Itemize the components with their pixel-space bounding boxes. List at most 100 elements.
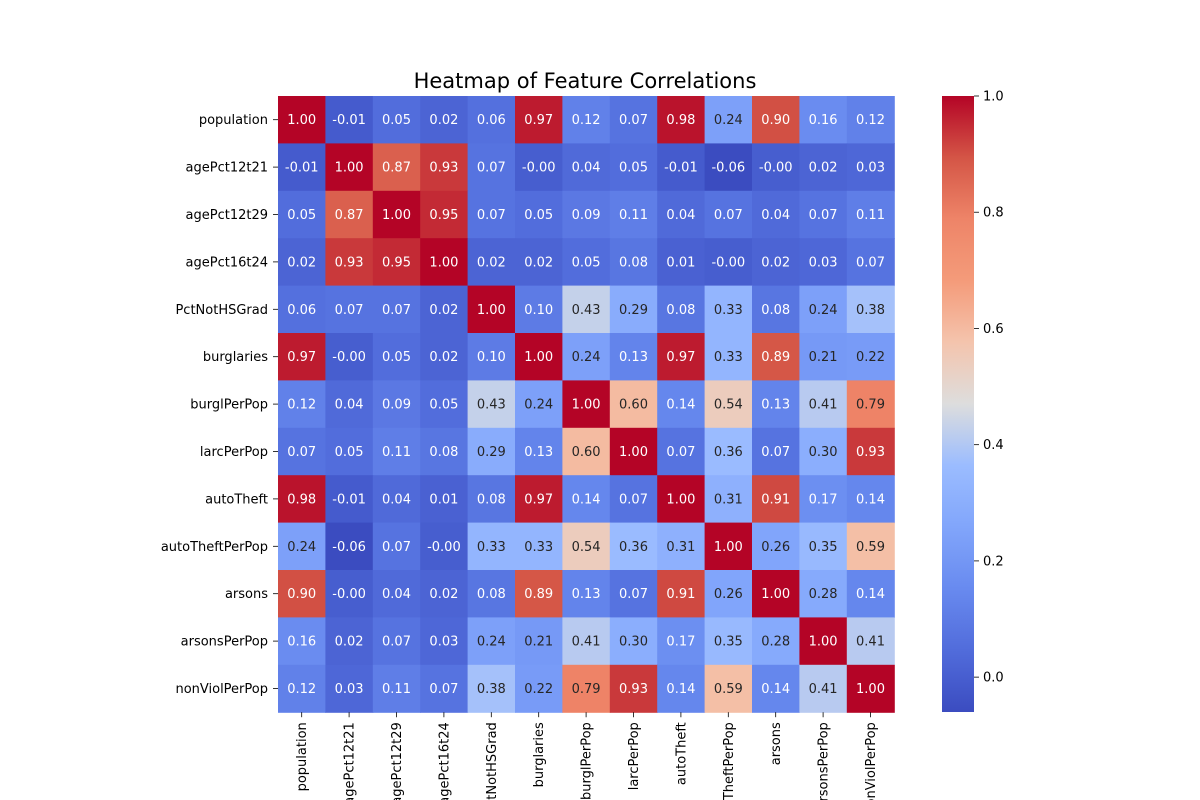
y-tick-label-arsonsPerPop: arsonsPerPop xyxy=(181,635,268,650)
heatmap-cell-burglPerPop-agePct12t29 xyxy=(372,380,421,429)
cell-value-label-agePct12t29-burglaries: 0.05 xyxy=(524,208,553,223)
heatmap-cell-autoTheft-arsonsPerPop xyxy=(799,475,848,524)
cell-value-label-autoTheft-arsonsPerPop: 0.17 xyxy=(809,492,838,507)
heatmap-cell-autoTheft-burglaries xyxy=(515,475,563,524)
heatmap-cell-agePct16t24-arsons xyxy=(752,238,800,287)
heatmap-cell-arsonsPerPop-autoTheftPerPop xyxy=(704,617,753,666)
cell-value-label-PctNotHSGrad-nonViolPerPop: 0.38 xyxy=(856,303,885,318)
x-tick-label-burglPerPop: burglPerPop xyxy=(580,722,595,800)
heatmap-cell-agePct12t29-arsons xyxy=(752,190,800,239)
cell-value-label-agePct12t21-burglaries: -0.00 xyxy=(522,161,556,176)
heatmap-cell-burglPerPop-nonViolPerPop xyxy=(846,380,895,429)
cell-value-label-arsons-agePct12t21: -0.00 xyxy=(332,587,366,602)
heatmap-cell-arsons-population xyxy=(278,570,326,618)
heatmap-cell-population-agePct12t29 xyxy=(372,96,421,144)
y-tick-labels: population agePct12t21 agePct12t29 agePct16… xyxy=(161,113,278,697)
heatmap-cell-population-population xyxy=(278,96,326,144)
heatmap-cell-burglPerPop-autoTheft xyxy=(657,380,706,429)
cell-value-label-agePct12t29-agePct16t24: 0.95 xyxy=(429,208,458,223)
cell-value-label-agePct12t21-agePct12t29: 0.87 xyxy=(382,161,411,176)
cell-value-label-nonViolPerPop-burglPerPop: 0.79 xyxy=(572,682,601,697)
cell-value-label-arsonsPerPop-nonViolPerPop: 0.41 xyxy=(856,635,885,650)
cell-value-label-population-nonViolPerPop: 0.12 xyxy=(856,113,885,128)
cell-value-label-nonViolPerPop-arsons: 0.14 xyxy=(761,682,790,697)
heatmap-cell-agePct12t21-agePct16t24 xyxy=(420,143,469,192)
cell-value-label-larcPerPop-burglaries: 0.13 xyxy=(524,445,553,460)
cell-value-label-larcPerPop-larcPerPop: 1.00 xyxy=(619,445,648,460)
cell-value-label-agePct12t29-agePct12t29: 1.00 xyxy=(382,208,411,223)
cell-value-label-autoTheft-burglaries: 0.97 xyxy=(524,492,553,507)
heatmap-cell-nonViolPerPop-agePct12t21 xyxy=(325,664,374,713)
cell-value-label-arsonsPerPop-agePct12t29: 0.07 xyxy=(382,635,411,650)
y-tick-label-population: population xyxy=(199,113,268,128)
y-tick-label-PctNotHSGrad: PctNotHSGrad xyxy=(175,303,268,318)
cell-value-label-nonViolPerPop-population: 0.12 xyxy=(287,682,316,697)
heatmap-cell-agePct16t24-PctNotHSGrad xyxy=(467,238,516,287)
x-tick-label-autoTheft: autoTheft xyxy=(674,722,689,785)
heatmap-cell-arsons-autoTheft xyxy=(657,570,706,618)
cell-value-label-agePct12t29-larcPerPop: 0.11 xyxy=(619,208,648,223)
cell-value-label-arsonsPerPop-agePct16t24: 0.03 xyxy=(429,635,458,650)
heatmap-cell-nonViolPerPop-agePct12t29 xyxy=(372,664,421,713)
cell-value-label-arsonsPerPop-agePct12t21: 0.02 xyxy=(335,635,364,650)
heatmap-cell-population-arsonsPerPop xyxy=(799,96,848,144)
heatmap-cell-population-agePct16t24 xyxy=(420,96,469,144)
heatmap-cell-agePct16t24-nonViolPerPop xyxy=(846,238,895,287)
cell-value-label-nonViolPerPop-autoTheftPerPop: 0.59 xyxy=(714,682,743,697)
heatmap-cell-agePct16t24-agePct12t29 xyxy=(372,238,421,287)
cell-value-label-arsons-PctNotHSGrad: 0.08 xyxy=(477,587,506,602)
heatmap-cell-agePct12t29-burglaries xyxy=(515,190,563,239)
heatmap-cell-PctNotHSGrad-arsonsPerPop xyxy=(799,285,848,334)
cell-value-label-arsons-nonViolPerPop: 0.14 xyxy=(856,587,885,602)
heatmap-cell-arsonsPerPop-agePct12t21 xyxy=(325,617,374,666)
heatmap-cell-agePct12t21-population xyxy=(278,143,326,192)
cell-value-label-population-PctNotHSGrad: 0.06 xyxy=(477,113,506,128)
heatmap-cell-larcPerPop-burglaries xyxy=(515,427,563,476)
x-tick-label-arsons: arsons xyxy=(769,722,784,765)
heatmap-cell-agePct12t21-burglPerPop xyxy=(562,143,611,192)
heatmap-cell-nonViolPerPop-agePct16t24 xyxy=(420,664,469,713)
cell-value-label-burglaries-autoTheft: 0.97 xyxy=(666,350,695,365)
cell-value-label-burglPerPop-agePct16t24: 0.05 xyxy=(429,398,458,413)
cell-value-label-agePct12t29-population: 0.05 xyxy=(287,208,316,223)
cell-value-label-population-autoTheftPerPop: 0.24 xyxy=(714,113,743,128)
heatmap-cell-agePct12t29-larcPerPop xyxy=(609,190,658,239)
heatmap-cell-larcPerPop-autoTheftPerPop xyxy=(704,427,753,476)
heatmap-cell-burglaries-population xyxy=(278,333,326,381)
cell-value-label-agePct12t29-arsonsPerPop: 0.07 xyxy=(809,208,838,223)
heatmap-cell-arsons-agePct16t24 xyxy=(420,570,469,618)
cell-value-label-autoTheftPerPop-population: 0.24 xyxy=(287,540,316,555)
heatmap-cell-PctNotHSGrad-larcPerPop xyxy=(609,285,658,334)
cell-value-label-burglaries-agePct16t24: 0.02 xyxy=(429,350,458,365)
cell-value-label-agePct16t24-autoTheft: 0.01 xyxy=(666,255,695,270)
cell-value-label-arsonsPerPop-burglPerPop: 0.41 xyxy=(572,635,601,650)
colorbar-tick-label-0.0: 0.0 xyxy=(983,671,1004,686)
heatmap-cell-arsons-burglPerPop xyxy=(562,570,611,618)
heatmap-cell-burglPerPop-PctNotHSGrad xyxy=(467,380,516,429)
heatmap-cell-autoTheft-nonViolPerPop xyxy=(846,475,895,524)
heatmap-cell-burglaries-arsons xyxy=(752,333,800,381)
y-tick-label-agePct16t24: agePct16t24 xyxy=(186,255,268,270)
y-tick-label-agePct12t21: agePct12t21 xyxy=(186,161,268,176)
cell-value-label-larcPerPop-autoTheftPerPop: 0.36 xyxy=(714,445,743,460)
cell-value-label-larcPerPop-agePct12t21: 0.05 xyxy=(335,445,364,460)
cell-value-label-nonViolPerPop-larcPerPop: 0.93 xyxy=(619,682,648,697)
cell-value-label-agePct12t21-arsonsPerPop: 0.02 xyxy=(809,161,838,176)
cell-value-label-agePct12t29-PctNotHSGrad: 0.07 xyxy=(477,208,506,223)
cell-value-label-agePct12t29-nonViolPerPop: 0.11 xyxy=(856,208,885,223)
heatmap-cell-agePct12t29-agePct12t21 xyxy=(325,190,374,239)
cell-value-label-larcPerPop-agePct12t29: 0.11 xyxy=(382,445,411,460)
heatmap-cell-autoTheft-larcPerPop xyxy=(609,475,658,524)
cell-value-label-agePct12t29-burglPerPop: 0.09 xyxy=(572,208,601,223)
heatmap-cell-PctNotHSGrad-PctNotHSGrad xyxy=(467,285,516,334)
heatmap-cell-autoTheft-arsons xyxy=(752,475,800,524)
cell-value-label-PctNotHSGrad-PctNotHSGrad: 1.00 xyxy=(477,303,506,318)
heatmap-cell-autoTheftPerPop-agePct12t21 xyxy=(325,522,374,571)
y-tick-label-autoTheft: autoTheft xyxy=(205,492,268,507)
cell-value-label-arsons-larcPerPop: 0.07 xyxy=(619,587,648,602)
cell-value-label-agePct12t21-agePct16t24: 0.93 xyxy=(429,161,458,176)
cell-value-label-population-arsons: 0.90 xyxy=(761,113,790,128)
cell-value-label-arsonsPerPop-larcPerPop: 0.30 xyxy=(619,635,648,650)
heatmap-cell-burglPerPop-autoTheftPerPop xyxy=(704,380,753,429)
cell-value-label-autoTheft-agePct12t21: -0.01 xyxy=(332,492,366,507)
